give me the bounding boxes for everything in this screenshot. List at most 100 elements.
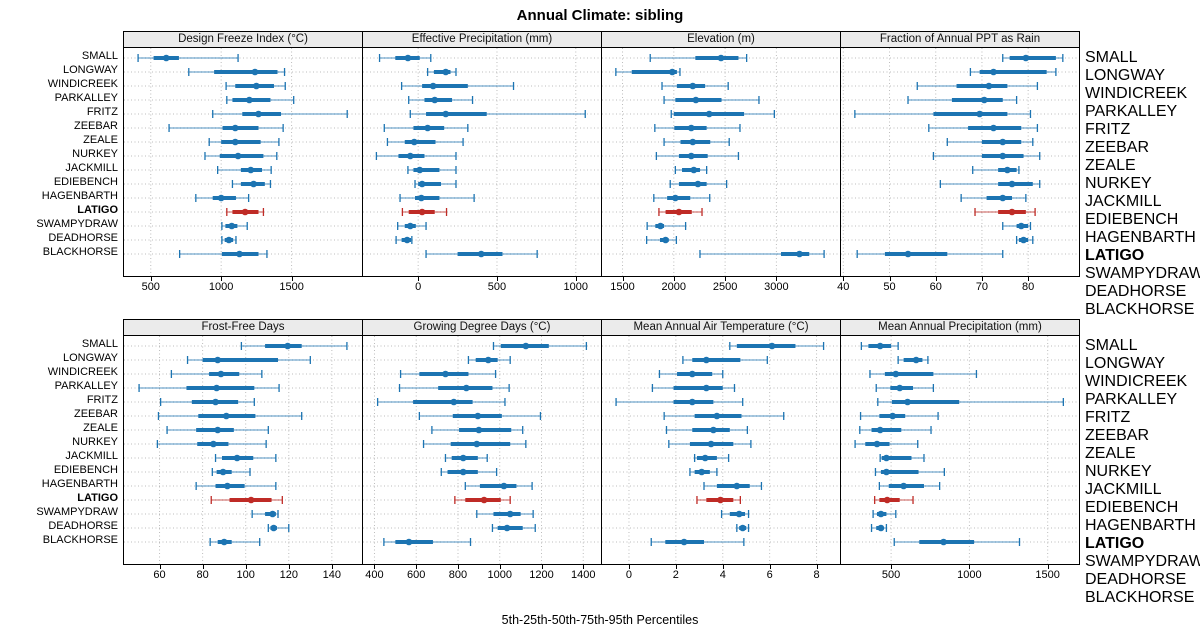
tick-label: 1000 xyxy=(563,281,589,293)
median-dot xyxy=(475,426,483,434)
median-dot xyxy=(692,96,700,104)
median-dot xyxy=(270,524,277,532)
median-dot xyxy=(418,180,426,188)
x-axis: 500 1000 1500 xyxy=(123,277,363,297)
tick-label: 0 xyxy=(625,569,633,581)
percentile-row xyxy=(178,250,268,258)
axis-tick xyxy=(628,565,630,569)
percentile-row xyxy=(221,236,237,244)
tick-label: 40 xyxy=(837,281,850,293)
percentile-row xyxy=(663,138,730,146)
median-dot xyxy=(675,208,683,216)
percentile-row xyxy=(400,82,515,90)
site-label: LONGWAY xyxy=(62,64,118,76)
site-label-right: DEADHORSE xyxy=(1085,283,1187,300)
site-label: LATIGO xyxy=(77,204,118,216)
panel-frame: Effective Precipitation (mm) xyxy=(362,31,602,277)
median-dot xyxy=(500,482,508,490)
median-dot xyxy=(668,68,676,76)
axis-tick xyxy=(583,565,585,569)
panel-title: Effective Precipitation (mm) xyxy=(363,32,601,48)
percentile-row xyxy=(401,208,448,216)
tick-label: 1200 xyxy=(529,569,554,581)
percentile-row xyxy=(267,524,290,532)
axis-tick xyxy=(622,277,624,281)
plot-area xyxy=(124,48,362,276)
tick-label: 3000 xyxy=(764,281,789,293)
median-dot xyxy=(506,510,514,518)
median-dot xyxy=(429,82,437,90)
percentile-row xyxy=(375,152,457,160)
median-dot xyxy=(689,138,697,146)
median-dot xyxy=(255,110,262,118)
percentile-row xyxy=(932,152,1041,160)
site-label: JACKMILL xyxy=(65,162,118,174)
median-dot xyxy=(717,496,724,504)
tick-label: 4 xyxy=(719,569,726,581)
percentile-row xyxy=(211,468,251,476)
tick-label: 8 xyxy=(813,569,820,581)
median-dot xyxy=(442,110,450,118)
site-label-right: SMALL xyxy=(1085,337,1138,354)
percentile-row xyxy=(225,82,286,90)
percentile-row xyxy=(467,356,511,364)
percentile-row xyxy=(859,426,932,434)
tick-label: 1000 xyxy=(957,569,982,581)
median-dot xyxy=(231,138,239,146)
median-dot xyxy=(904,250,912,258)
site-label: HAGENBARTH xyxy=(41,478,118,490)
tick-label: 120 xyxy=(279,569,298,581)
median-dot xyxy=(473,440,481,448)
site-label: LATIGO xyxy=(77,492,118,504)
x-axis: 0 500 1000 xyxy=(362,277,602,297)
percentile-row xyxy=(1015,236,1034,244)
percentile-row xyxy=(422,440,527,448)
site-label-right: ZEEBAR xyxy=(1085,427,1150,444)
median-dot xyxy=(431,96,439,104)
median-dot xyxy=(416,166,424,174)
percentile-row xyxy=(378,54,432,62)
plot-area xyxy=(363,336,601,564)
median-dot xyxy=(883,454,890,462)
percentile-row xyxy=(426,68,457,76)
axis-tick xyxy=(159,565,161,569)
percentile-row xyxy=(476,510,534,518)
percentile-row xyxy=(693,454,730,462)
axis-tick xyxy=(291,277,293,281)
percentile-row xyxy=(859,412,939,420)
percentile-row xyxy=(854,440,919,448)
axis-tick xyxy=(331,565,333,569)
percentile-row xyxy=(674,166,708,174)
percentile-row xyxy=(397,222,427,230)
percentile-row xyxy=(916,82,1039,90)
plot-area xyxy=(841,48,1079,276)
median-dot xyxy=(213,384,220,392)
percentile-row xyxy=(665,426,749,434)
site-label-column-left: SMALL LONGWAY WINDICREEK PARKALLEY FRITZ ZEEB… xyxy=(0,319,123,547)
tick-label: 1000 xyxy=(487,569,512,581)
site-label-right: HAGENBARTH xyxy=(1085,517,1196,534)
percentile-row xyxy=(649,54,748,62)
tick-label: 1000 xyxy=(208,281,234,293)
median-dot xyxy=(484,356,492,364)
median-dot xyxy=(233,454,241,462)
percentile-row xyxy=(670,110,775,118)
percentile-row xyxy=(166,426,269,434)
median-dot xyxy=(701,454,709,462)
percentile-row xyxy=(221,222,248,230)
panel-frame: Frost-Free Days xyxy=(123,319,363,565)
axis-tick xyxy=(457,565,459,569)
percentile-row xyxy=(492,342,588,350)
percentile-row xyxy=(655,152,740,160)
percentile-row xyxy=(689,468,718,476)
site-label: FRITZ xyxy=(86,106,118,118)
percentile-row xyxy=(157,412,303,420)
median-dot xyxy=(1008,180,1016,188)
percentile-row xyxy=(663,412,785,420)
tick-label: 60 xyxy=(153,569,166,581)
median-dot xyxy=(703,384,710,392)
percentile-row xyxy=(736,524,750,532)
median-dot xyxy=(474,412,482,420)
site-label-right: NURKEY xyxy=(1085,175,1152,192)
median-dot xyxy=(223,412,230,420)
